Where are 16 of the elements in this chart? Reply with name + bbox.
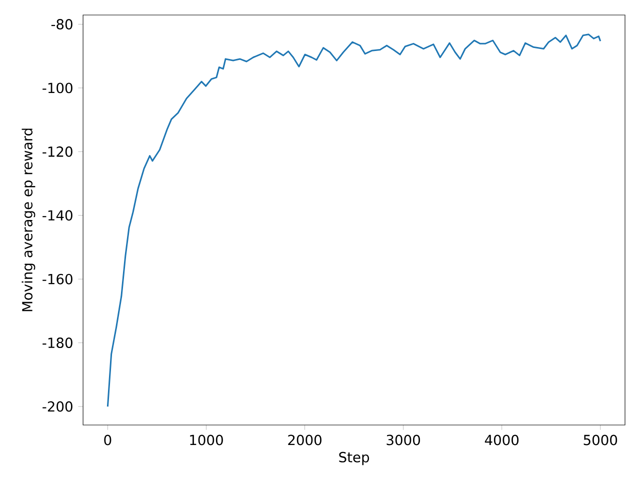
y-axis-title: Moving average ep reward [22,128,36,312]
x-tick-label: 1000 [190,434,223,446]
x-tick-label: 3000 [386,434,420,446]
y-tick-label: -140 [42,210,72,221]
x-tick-label: 4000 [484,434,519,446]
y-tick-label: -100 [42,82,72,94]
y-tick-label: -180 [42,338,72,348]
y-tick-label: -200 [42,401,72,412]
x-tick-label: 0 [104,434,112,446]
y-tick-label: -80 [51,18,72,30]
x-tick-label: 5000 [584,434,618,446]
y-tick-label: -120 [42,146,72,157]
x-tick-label: 2000 [288,434,322,446]
y-tick-label: -160 [42,274,72,284]
line-series [106,34,602,408]
x-axis-title: Step [339,452,370,466]
